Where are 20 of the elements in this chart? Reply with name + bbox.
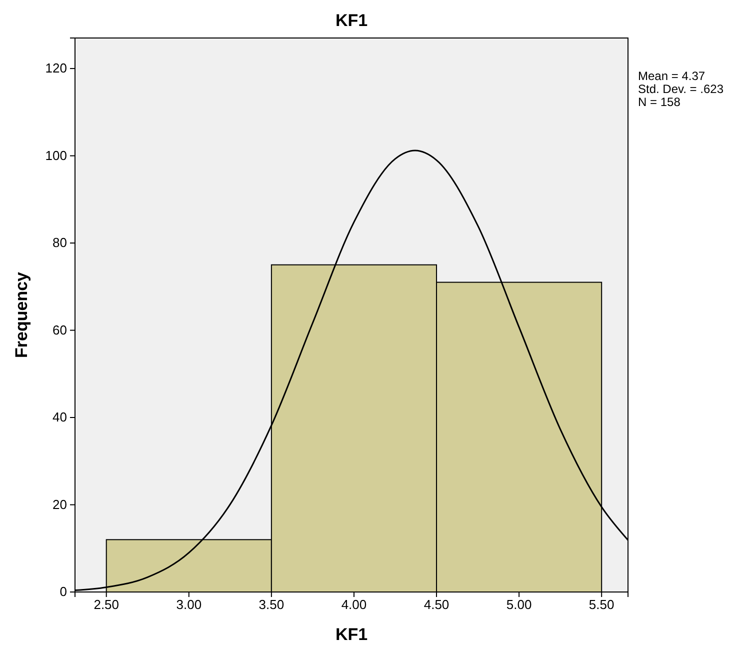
- text: N = 158: [638, 95, 681, 109]
- x-tick-label: 2.50: [94, 597, 120, 612]
- x-tick-label: 4.50: [424, 597, 450, 612]
- x-tick-label: 5.00: [506, 597, 532, 612]
- y-tick-label: 80: [52, 235, 67, 250]
- text: Mean = 4.37: [638, 69, 706, 83]
- y-tick-label: 40: [52, 410, 67, 425]
- x-tick-label: 4.00: [341, 597, 367, 612]
- x-axis-title: KF1: [335, 625, 368, 644]
- x-tick-label: 3.50: [258, 597, 284, 612]
- x-tick-label: 3.00: [176, 597, 202, 612]
- y-tick-label: 20: [52, 496, 67, 512]
- y-tick-label: 0: [60, 584, 67, 600]
- y-tick-label: 120: [45, 60, 67, 76]
- y-axis-title: Frequency: [12, 271, 31, 358]
- chart-title: KF1: [335, 11, 368, 30]
- y-tick-label: 100: [45, 148, 67, 163]
- y-tick-label: 60: [52, 322, 67, 338]
- text: Std. Dev. = .623: [638, 82, 724, 96]
- x-tick-label: 5.50: [588, 597, 614, 612]
